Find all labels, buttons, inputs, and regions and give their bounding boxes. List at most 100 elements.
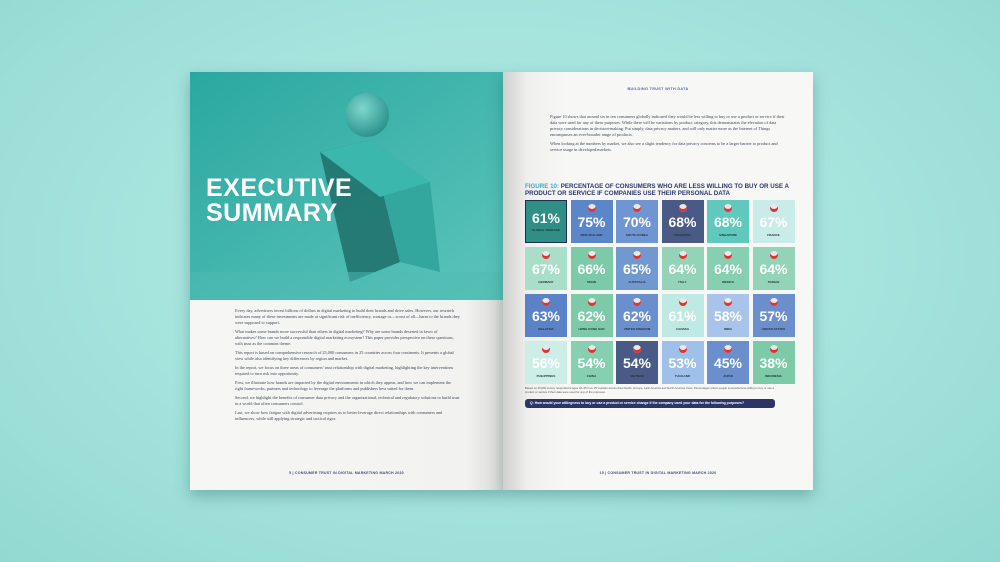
tile: 56% PHILIPPINES <box>525 341 567 384</box>
flag <box>633 298 641 306</box>
tile: 70% SOUTH KOREA <box>616 200 658 243</box>
tile-label: UNITED KINGDOM <box>623 327 651 331</box>
tile-value: 38% <box>759 355 788 371</box>
paragraph: Second, we highlight the benefits of con… <box>235 395 460 406</box>
cover-image <box>190 72 503 300</box>
tile-label: MALAYSIA <box>538 327 554 331</box>
flag <box>542 251 550 259</box>
paragraph: Figure 10 shows that around six in ten c… <box>550 114 785 137</box>
tile-value: 53% <box>668 355 697 371</box>
tile-value: 58% <box>713 308 743 324</box>
tile-grid: 61% GLOBAL AVERAGE 75% NEW ZEALAND 70% SOUTH … <box>525 200 797 385</box>
flag <box>724 251 732 259</box>
tile: 54% CHINA <box>570 341 613 384</box>
paragraph: In the report, we focus on three areas o… <box>235 365 454 376</box>
tile-label: THAILAND <box>674 374 691 378</box>
tile: 45% JAPAN <box>707 341 749 384</box>
tile-value: 64% <box>713 261 743 277</box>
tile: 66% SPAIN <box>570 247 613 290</box>
tile-value: 75% <box>577 214 606 230</box>
flag <box>542 345 550 353</box>
page-title: EXECUTIVE SUMMARY <box>206 174 353 227</box>
paragraph: Every day, advertisers invest billions o… <box>235 308 460 325</box>
tile: 61% CANADA <box>661 294 704 337</box>
flag <box>587 298 596 306</box>
tile-value: 64% <box>668 261 697 277</box>
flag <box>724 345 732 353</box>
flag <box>769 298 778 306</box>
tile-label: HONG KONG SAR <box>578 327 605 331</box>
tile-label: UNITED STATES <box>761 327 786 331</box>
tile-value: 54% <box>622 355 652 371</box>
tile: 63% MALAYSIA <box>525 294 567 337</box>
tile: 64% MEXICO <box>707 247 749 290</box>
figure-note: Based on 25,000 survey respondents ages … <box>525 386 775 394</box>
tile: 61% GLOBAL AVERAGE <box>525 200 567 243</box>
flag <box>678 345 687 353</box>
tile-label: SINGAPORE <box>718 233 737 237</box>
tile-label: CHINA <box>586 374 597 378</box>
flag <box>587 204 596 212</box>
tile-value: 61% <box>668 308 697 324</box>
tile-label: INDIA <box>723 327 733 331</box>
tile: 67% FRANCE <box>752 200 795 243</box>
tile-label: ARGENTINA <box>673 233 692 237</box>
left-page: EXECUTIVE SUMMARY Every day, advertisers… <box>190 72 503 490</box>
question-bar: Q: How would your willingness to buy or … <box>525 399 775 408</box>
tile: 54% VIETNAM <box>616 341 658 384</box>
tile-label: CANADA <box>676 327 689 331</box>
tile-label: VIETNAM <box>630 374 644 378</box>
paragraph: This report is based on comprehensive re… <box>235 350 454 361</box>
tile: 38% INDONESIA <box>752 341 795 384</box>
tile-label: TAIWAN <box>767 280 780 284</box>
tile-value: 62% <box>577 308 606 324</box>
running-header: BUILDING TRUST WITH DATA <box>627 87 689 91</box>
flag <box>678 251 687 259</box>
tile-label: GERMANY <box>538 280 554 284</box>
flag <box>769 251 778 259</box>
flag <box>724 204 732 212</box>
tile: 68% SINGAPORE <box>707 200 749 243</box>
flag <box>633 204 641 212</box>
tile-value: 68% <box>713 214 743 230</box>
tile: 68% ARGENTINA <box>661 200 704 243</box>
tile: 75% NEW ZEALAND <box>570 200 613 243</box>
tile: 62% HONG KONG SAR <box>570 294 613 337</box>
paragraph: Last, we show how fatigue with digital a… <box>235 410 443 421</box>
figure-caption: PERCENTAGE OF CONSUMERS WHO ARE LESS WIL… <box>525 183 789 197</box>
tile-value: 62% <box>622 308 652 324</box>
figure-title: FIGURE 10: PERCENTAGE OF CONSUMERS WHO A… <box>525 183 795 197</box>
body-text: Figure 10 shows that around six in ten c… <box>550 114 790 156</box>
tile-value: 70% <box>622 214 652 230</box>
tile-value: 68% <box>668 214 697 230</box>
tile-label: GLOBAL AVERAGE <box>532 228 560 232</box>
paragraph: When looking at the numbers by market, w… <box>550 141 778 152</box>
page-footer: 5 | CONSUMER TRUST IN DIGITAL MARKETING … <box>289 471 404 475</box>
tile-value: 63% <box>531 308 561 324</box>
tile-value: 45% <box>713 355 743 371</box>
tile: 53% THAILAND <box>661 341 704 384</box>
figure-label: FIGURE 10: <box>525 183 560 190</box>
paragraph: What makes some brands more successful t… <box>235 329 454 346</box>
tile-value: 66% <box>577 261 606 277</box>
body-text: Every day, advertisers invest billions o… <box>235 308 460 425</box>
tile-label: ITALY <box>678 280 687 284</box>
tile: 64% TAIWAN <box>752 247 795 290</box>
tile: 65% AUSTRALIA <box>616 247 658 290</box>
flag <box>542 298 550 306</box>
tile-label: NEW ZEALAND <box>580 233 603 237</box>
tile-label: MEXICO <box>722 280 734 284</box>
right-page: BUILDING TRUST WITH DATA Figure 10 shows… <box>503 72 813 490</box>
flag <box>633 345 641 353</box>
flag <box>633 251 641 259</box>
tile-value: 57% <box>759 308 788 324</box>
tile-value: 67% <box>759 214 788 230</box>
flag <box>724 298 732 306</box>
paragraph: First, we illustrate how brands are impa… <box>235 380 452 391</box>
flag <box>678 204 687 212</box>
tile-label: AUSTRALIA <box>628 280 646 284</box>
tile-label: SOUTH KOREA <box>625 233 649 237</box>
tile: 64% ITALY <box>661 247 704 290</box>
flag <box>587 251 596 259</box>
